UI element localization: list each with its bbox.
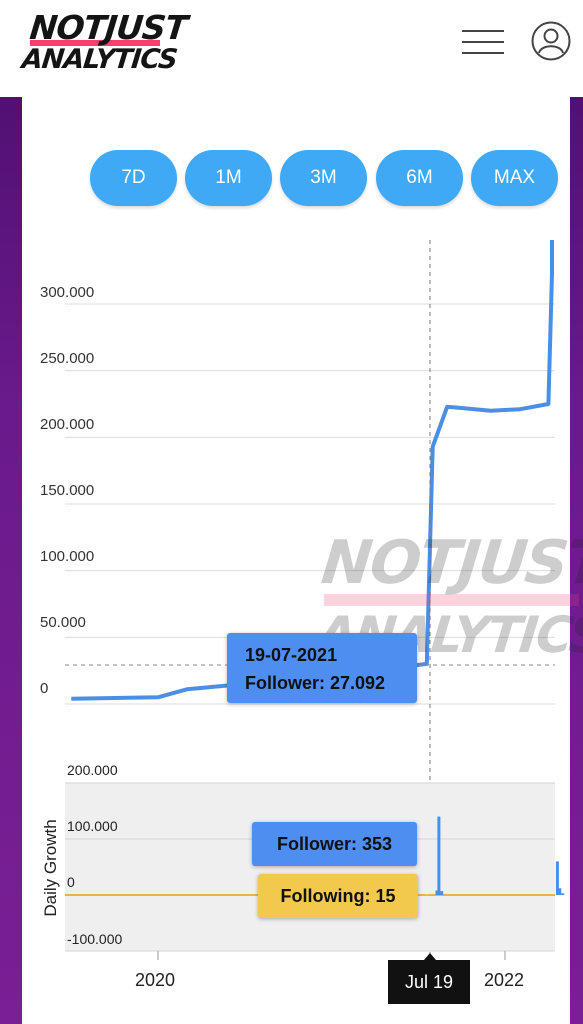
growth-following-tooltip: Following: 15 <box>258 874 418 918</box>
growth-y-tick-100k: 100.000 <box>67 818 118 834</box>
menu-icon[interactable] <box>462 28 504 56</box>
app-header: NOTJUST ANALYTICS <box>0 0 583 97</box>
growth-y-tick-200k: 200.000 <box>67 762 118 778</box>
follower-tooltip: 19-07-2021 Follower: 27.092 <box>227 633 417 703</box>
logo[interactable]: NOTJUST ANALYTICS <box>20 8 188 78</box>
logo-line2: ANALYTICS <box>20 44 179 75</box>
y-tick-100k: 100.000 <box>40 548 95 565</box>
y-tick-0: 0 <box>40 680 49 697</box>
profile-icon[interactable] <box>530 20 572 62</box>
tooltip-date: 19-07-2021 <box>245 645 338 665</box>
range-button-6m[interactable]: 6M <box>376 150 463 206</box>
range-button-7d[interactable]: 7D <box>90 150 177 206</box>
y-tick-250k: 250.000 <box>40 350 95 367</box>
y-tick-150k: 150.000 <box>40 482 95 499</box>
y-tick-50k: 50.000 <box>40 614 86 631</box>
range-button-max[interactable]: MAX <box>471 150 558 206</box>
y-tick-300k: 300.000 <box>40 284 95 301</box>
x-label-2022: 2022 <box>484 970 525 990</box>
growth-y-tick-0: 0 <box>67 874 75 890</box>
growth-axis-title: Daily Growth <box>41 819 60 917</box>
logo-line1: NOTJUST <box>27 8 189 47</box>
y-tick-200k: 200.000 <box>40 416 95 433</box>
x-label-2020: 2020 <box>135 970 176 990</box>
logo-stripe <box>30 40 160 46</box>
growth-y-tick-neg100k: -100.000 <box>67 931 123 947</box>
range-button-1m[interactable]: 1M <box>185 150 272 206</box>
growth-follower-tooltip: Follower: 353 <box>252 822 417 866</box>
tooltip-follower-count: Follower: 27.092 <box>245 673 386 693</box>
range-button-3m[interactable]: 3M <box>280 150 367 206</box>
cursor-date-badge: Jul 19 <box>388 960 470 1004</box>
